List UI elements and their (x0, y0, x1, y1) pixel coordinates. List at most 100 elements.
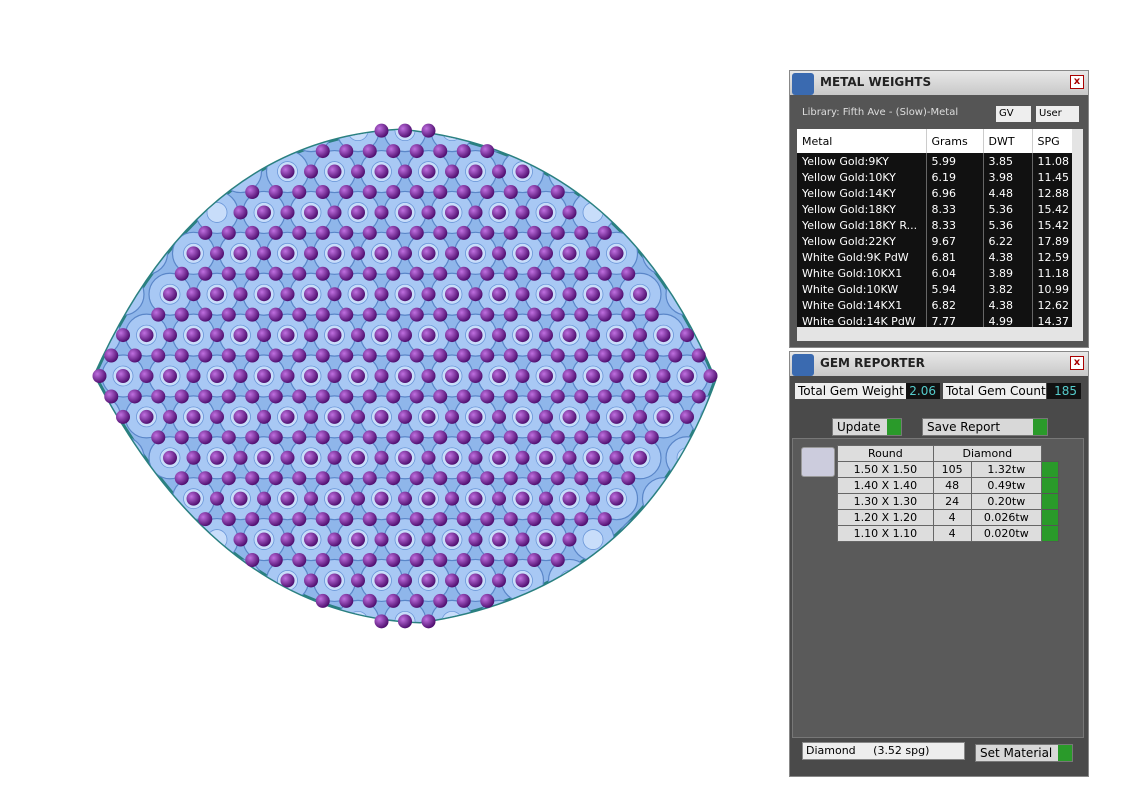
gem-table (676, 283, 698, 305)
row-button[interactable] (1041, 477, 1059, 494)
prong (280, 369, 295, 383)
cell: 6.22 (983, 233, 1033, 249)
prong (539, 369, 553, 383)
prong (515, 532, 530, 547)
gem-table (676, 610, 698, 622)
user-toggle[interactable]: User (1036, 106, 1079, 122)
gem-table (441, 610, 463, 622)
gem-table (771, 202, 780, 222)
prong (468, 532, 483, 547)
cell: 4.99 (983, 313, 1033, 327)
prong (315, 184, 330, 199)
prong (315, 307, 330, 322)
prong (421, 287, 436, 302)
gem-seat (641, 477, 686, 521)
prong (503, 348, 518, 363)
material: Diamond (932, 445, 1043, 462)
prong (280, 164, 295, 179)
gem-seat (712, 130, 715, 153)
prong (398, 164, 412, 179)
prong (362, 348, 377, 363)
cell: 4 (932, 525, 972, 542)
gem-table (43, 243, 63, 263)
prong (116, 409, 130, 424)
h-scrollbar[interactable] (797, 327, 1083, 341)
gem-table (629, 529, 651, 550)
scrollbar[interactable] (1072, 129, 1083, 327)
prong (456, 593, 471, 608)
prong (597, 430, 612, 445)
prong (609, 369, 624, 383)
prong (374, 573, 389, 588)
close[interactable]: x (1070, 75, 1084, 89)
prong (221, 348, 236, 363)
save-report-button[interactable]: Save Report (922, 418, 1048, 436)
label: Total Gem Weight (795, 383, 906, 399)
prong (527, 512, 542, 527)
gem-table (771, 121, 780, 141)
prong (339, 266, 354, 281)
prong (362, 144, 377, 159)
prong (210, 246, 224, 261)
prong (456, 348, 471, 363)
prong (398, 491, 412, 506)
cell: 1.32tw (970, 461, 1043, 478)
prong (456, 471, 471, 486)
prong (245, 266, 260, 281)
gem-seat (760, 273, 780, 315)
label: GV (999, 108, 1014, 119)
prong (221, 225, 236, 240)
gem-table (748, 570, 768, 590)
prong (550, 512, 565, 527)
prong (644, 307, 659, 322)
cell: 0.020tw (970, 525, 1043, 542)
prong (351, 573, 365, 588)
gem-table (95, 406, 110, 428)
gem-table (66, 366, 86, 386)
prong (92, 369, 107, 383)
row-button[interactable] (1041, 509, 1059, 526)
cell: Yellow Gold:18KY (797, 201, 927, 217)
prong (445, 532, 459, 547)
gem-seat (8, 600, 50, 642)
shape: Round (837, 445, 934, 462)
prong (362, 430, 377, 445)
prong (492, 287, 506, 302)
prong (280, 328, 295, 343)
material-select[interactable]: Diamond (3.52 spg) (802, 742, 965, 760)
gem-table (159, 202, 181, 223)
prong (574, 307, 589, 322)
cell: 3.98 (983, 169, 1033, 185)
prong (586, 409, 600, 424)
prong (527, 389, 542, 404)
prong (362, 225, 377, 240)
gem-seat (760, 519, 780, 561)
prong (339, 430, 354, 445)
row-button[interactable] (1041, 525, 1059, 542)
gem-seat (101, 436, 145, 480)
gem-table (700, 242, 715, 264)
update-button[interactable]: Update (832, 418, 902, 436)
gv-toggle[interactable]: GV (996, 106, 1031, 122)
gem-table (19, 611, 39, 631)
row-button[interactable] (1041, 493, 1059, 510)
cell: 24 (932, 493, 972, 510)
prong (609, 491, 624, 506)
column-header: DWT (983, 129, 1033, 153)
close[interactable]: x (1070, 356, 1084, 370)
prong (127, 389, 142, 404)
prong (492, 532, 506, 547)
prong (315, 348, 330, 363)
cell: 4.48 (983, 185, 1033, 201)
set-material-button[interactable]: Set Material (975, 744, 1073, 762)
prong (409, 553, 424, 568)
prong (503, 389, 518, 404)
prong (292, 430, 307, 445)
prong (315, 430, 330, 445)
prong (127, 348, 142, 363)
gem-seat (665, 190, 709, 235)
gem-table (112, 283, 134, 305)
prong (304, 450, 318, 465)
gem-table (95, 488, 110, 510)
row-button[interactable] (1041, 461, 1059, 478)
